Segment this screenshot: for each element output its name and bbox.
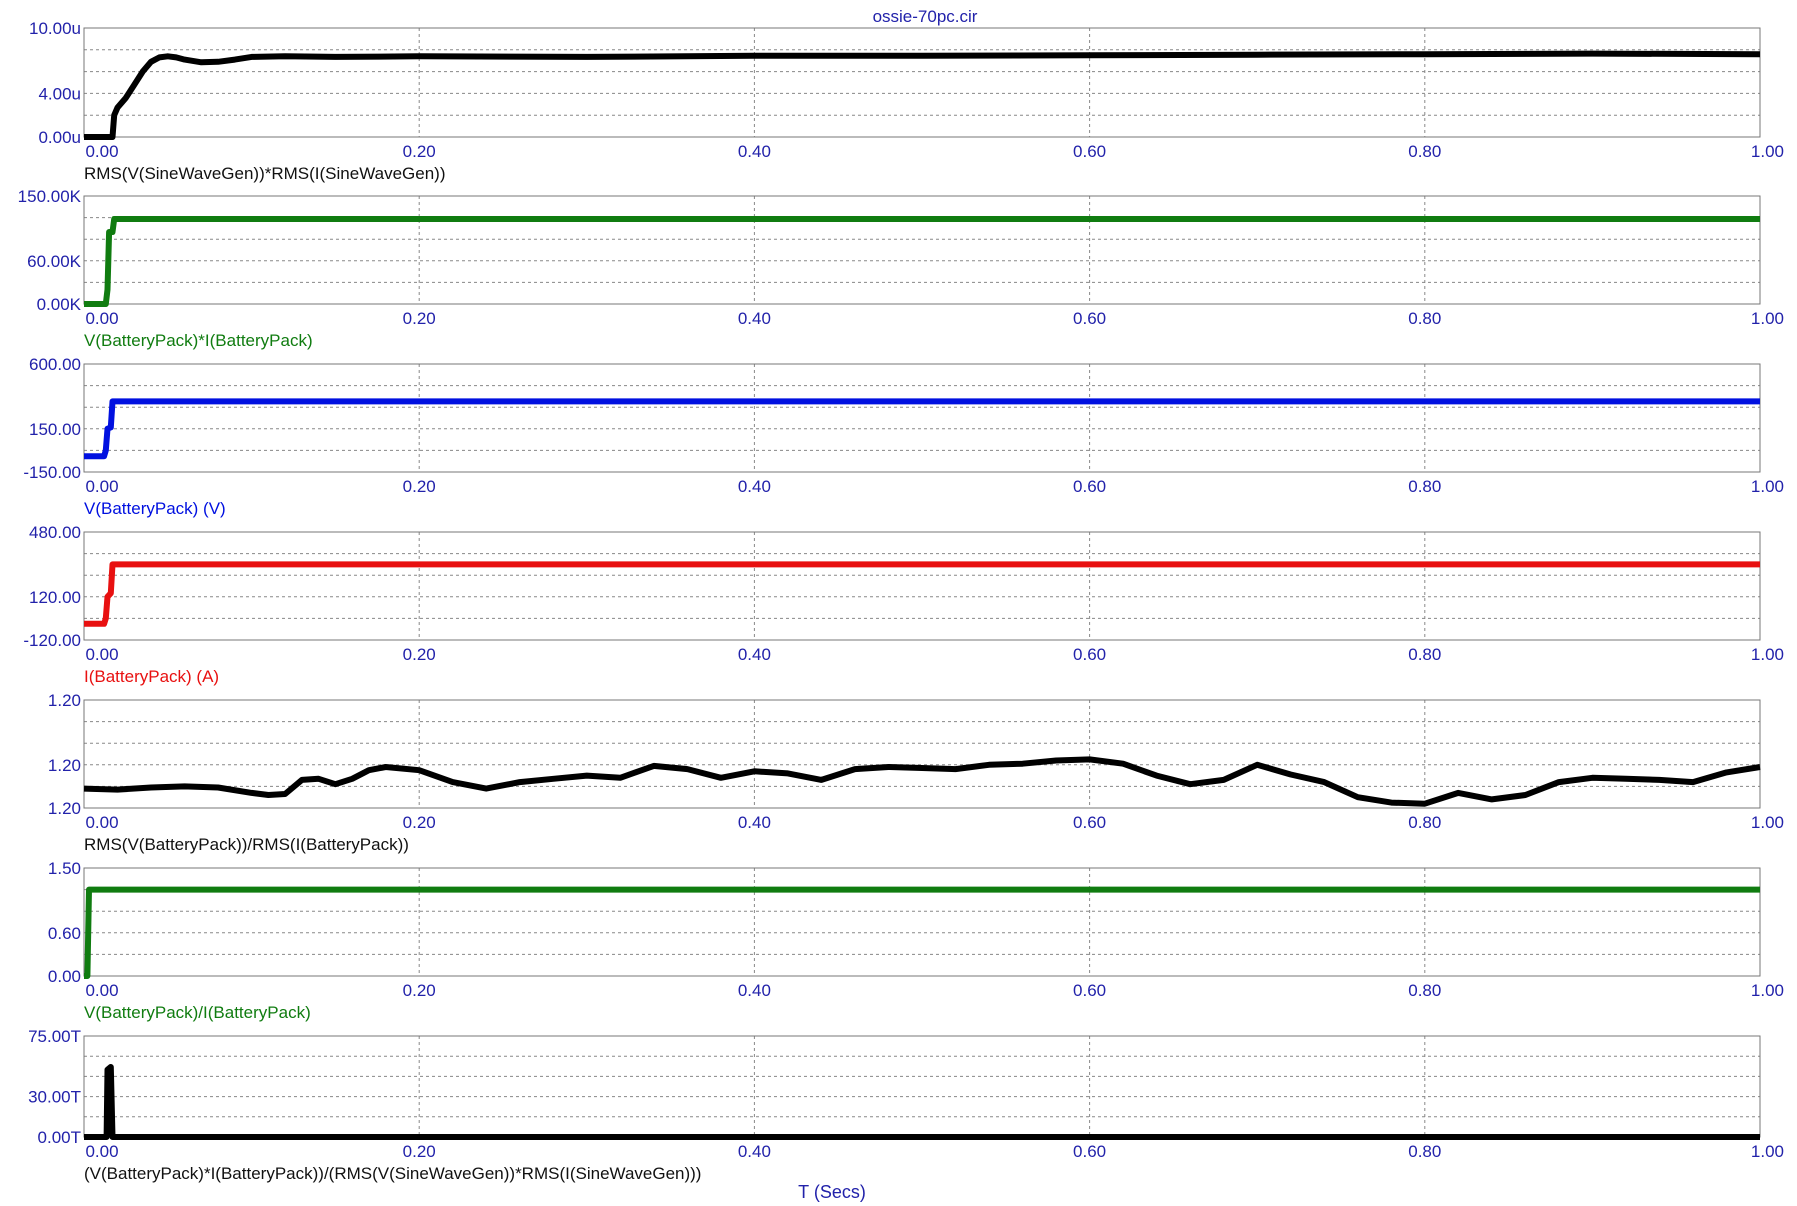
- series-line: [84, 886, 1760, 979]
- plot-frame: [83, 1035, 1761, 1138]
- y-tick-label: 0.00: [48, 967, 81, 986]
- series-label: V(BatteryPack)*I(BatteryPack): [84, 331, 313, 350]
- series-label: V(BatteryPack)/I(BatteryPack): [84, 1003, 311, 1022]
- y-tick-label: 600.00: [29, 355, 81, 374]
- x-tick-label: 0.80: [1408, 309, 1441, 328]
- series-line: [84, 216, 1760, 307]
- x-axis-title: T (Secs): [798, 1182, 866, 1202]
- plot-panel-4: 480.00 120.00 -120.000.00 0.20 0.40 0.60 0.80 1…: [23, 523, 1784, 686]
- y-tick-label: 0.60: [48, 924, 81, 943]
- y-tick-label: 30.00T: [28, 1088, 81, 1107]
- series-label: RMS(V(SineWaveGen))*RMS(I(SineWaveGen)): [84, 164, 445, 183]
- plot-frame: [83, 363, 1761, 473]
- y-tick-label: 1.20: [48, 756, 81, 775]
- y-tick-label: 60.00K: [27, 252, 82, 271]
- y-tick-label: 480.00: [29, 523, 81, 542]
- y-tick-label: 0.00T: [38, 1128, 81, 1147]
- x-tick-label: 0.40: [738, 813, 771, 832]
- x-tick-label: 0.00: [85, 142, 118, 161]
- x-tick-label: 0.60: [1073, 813, 1106, 832]
- x-tick-label: 1.00: [1751, 813, 1784, 832]
- x-tick-label: 0.40: [738, 981, 771, 1000]
- x-tick-label: 0.80: [1408, 1142, 1441, 1161]
- x-tick-label: 0.80: [1408, 142, 1441, 161]
- x-tick-label: 1.00: [1751, 309, 1784, 328]
- x-tick-label: 0.80: [1408, 477, 1441, 496]
- x-tick-label: 0.20: [403, 1142, 436, 1161]
- y-tick-label: 1.20: [48, 691, 81, 710]
- x-tick-label: 0.60: [1073, 981, 1106, 1000]
- x-tick-label: 0.60: [1073, 142, 1106, 161]
- x-tick-label: 0.40: [738, 645, 771, 664]
- x-tick-label: 0.00: [85, 1142, 118, 1161]
- chart-title: ossie-70pc.cir: [873, 7, 978, 26]
- series-label: I(BatteryPack) (A): [84, 667, 219, 686]
- y-tick-label: 120.00: [29, 588, 81, 607]
- plot-frame: [83, 867, 1761, 977]
- y-tick-label: 0.00K: [37, 295, 82, 314]
- series-label: RMS(V(BatteryPack))/RMS(I(BatteryPack)): [84, 835, 409, 854]
- plot-frame: [83, 195, 1761, 305]
- series-line: [83, 756, 1761, 807]
- x-tick-label: 0.20: [403, 309, 436, 328]
- x-tick-label: 0.40: [738, 309, 771, 328]
- series-line: [84, 1064, 1760, 1140]
- x-tick-label: 0.40: [738, 142, 771, 161]
- series-line: [84, 561, 1760, 627]
- x-tick-label: 0.60: [1073, 1142, 1106, 1161]
- x-tick-label: 0.20: [403, 477, 436, 496]
- x-tick-label: 0.40: [738, 1142, 771, 1161]
- x-tick-label: 1.00: [1751, 981, 1784, 1000]
- y-tick-label: 150.00K: [18, 187, 82, 206]
- y-tick-label: 1.50: [48, 859, 81, 878]
- x-tick-label: 0.20: [403, 813, 436, 832]
- y-tick-label: -150.00: [23, 463, 81, 482]
- y-tick-label: 1.20: [48, 799, 81, 818]
- x-tick-label: 0.00: [85, 813, 118, 832]
- x-tick-label: 0.60: [1073, 477, 1106, 496]
- x-tick-label: 0.20: [403, 981, 436, 1000]
- x-tick-label: 1.00: [1751, 1142, 1784, 1161]
- y-tick-label: 75.00T: [28, 1027, 81, 1046]
- series-label: (V(BatteryPack)*I(BatteryPack))/(RMS(V(S…: [84, 1164, 701, 1183]
- series-line: [84, 50, 1761, 140]
- plot-panel-6: 1.50 0.60 0.000.00 0.20 0.40 0.60 0.80 1.00 V(Ba…: [48, 859, 1784, 1022]
- x-tick-label: 1.00: [1751, 645, 1784, 664]
- plot-frame: [83, 699, 1761, 809]
- series-label: V(BatteryPack) (V): [84, 499, 226, 518]
- plot-frame: [83, 27, 1761, 138]
- series-line: [84, 398, 1760, 460]
- x-tick-label: 0.20: [403, 645, 436, 664]
- x-tick-label: 0.80: [1408, 645, 1441, 664]
- y-tick-label: 4.00u: [38, 84, 81, 103]
- x-tick-label: 0.00: [85, 645, 118, 664]
- y-tick-label: -120.00: [23, 631, 81, 650]
- x-tick-label: 0.00: [85, 477, 118, 496]
- x-tick-label: 0.40: [738, 477, 771, 496]
- x-tick-label: 0.80: [1408, 981, 1441, 1000]
- x-tick-label: 0.80: [1408, 813, 1441, 832]
- plot-frame: [83, 531, 1761, 641]
- x-tick-label: 0.00: [85, 309, 118, 328]
- x-tick-label: 0.20: [403, 142, 436, 161]
- y-tick-label: 10.00u: [29, 19, 81, 38]
- plot-panel-3: 600.00 150.00 -150.000.00 0.20 0.40 0.60 0.80 1…: [23, 355, 1784, 518]
- x-tick-label: 1.00: [1751, 142, 1784, 161]
- x-tick-label: 0.00: [85, 981, 118, 1000]
- x-tick-label: 0.60: [1073, 645, 1106, 664]
- y-tick-label: 0.00u: [38, 128, 81, 147]
- y-tick-label: 150.00: [29, 420, 81, 439]
- plot-panel-5: 1.201.201.200.00 0.20 0.40 0.60 0.80 1.00RMS(…: [48, 691, 1784, 854]
- x-tick-label: 0.60: [1073, 309, 1106, 328]
- x-tick-label: 1.00: [1751, 477, 1784, 496]
